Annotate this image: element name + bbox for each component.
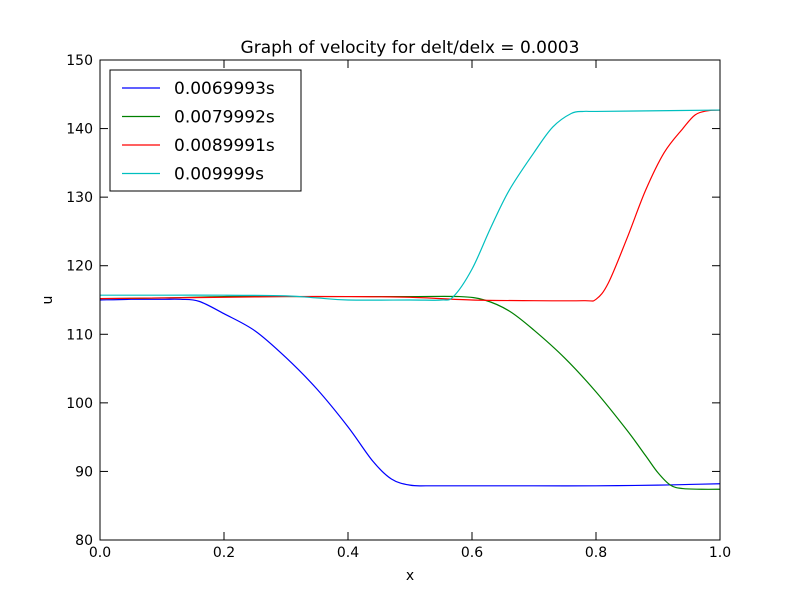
series-line-4 [100,109,720,301]
x-axis-ticks: 0.0 0.2 0.4 0.6 0.8 1.0 [89,60,731,561]
plot-lines [100,109,720,490]
plot-frame [99,59,721,541]
series-line-3 [100,109,720,302]
y-axis-label: u [40,296,56,305]
y-tick-label: 140 [66,122,93,138]
x-tick-label: 0.8 [585,545,607,561]
legend-label-4: 0.009999s [174,165,264,185]
legend-label-2: 0.0079992s [174,108,275,128]
legend: 0.0069993s 0.0079992s 0.0089991s 0.009999s [109,69,302,192]
y-tick-label: 90 [75,464,93,480]
y-tick-label: 120 [66,259,93,275]
legend-label-1: 0.0069993s [174,79,275,99]
y-axis-ticks: 80 90 100 110 120 130 140 150 [66,53,720,549]
y-tick-label: 100 [66,396,93,412]
x-tick-label: 1.0 [709,545,731,561]
legend-label-3: 0.0089991s [174,136,275,156]
y-tick-label: 130 [66,190,93,206]
x-axis-label: x [406,568,414,584]
x-tick-label: 0.0 [89,545,111,561]
legend-frame [109,69,302,192]
y-tick-label: 80 [75,533,93,549]
x-tick-label: 0.2 [213,545,235,561]
y-tick-label: 110 [66,327,93,343]
series-line-1 [100,298,720,487]
chart-title: Graph of velocity for delt/delx = 0.0003 [241,38,580,58]
y-tick-label: 150 [66,53,93,69]
x-tick-label: 0.6 [461,545,483,561]
x-tick-label: 0.4 [337,545,359,561]
